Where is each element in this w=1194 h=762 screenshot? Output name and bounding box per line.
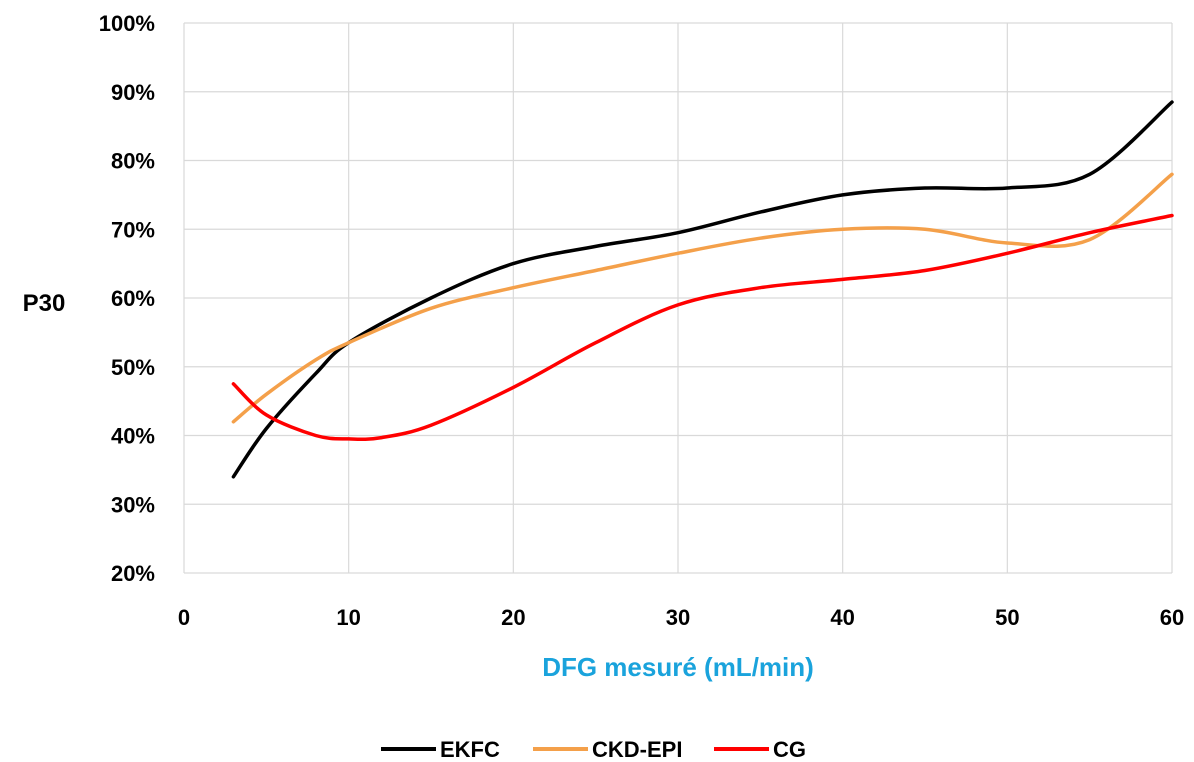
x-tick-label: 20 bbox=[501, 605, 525, 630]
legend-label: CG bbox=[773, 737, 806, 762]
series-line-cg bbox=[231, 213, 1174, 442]
legend-item-cg: CG bbox=[714, 737, 806, 762]
legend-label: CKD-EPI bbox=[592, 737, 682, 762]
series-lines bbox=[231, 100, 1174, 479]
legend-item-ckd-epi: CKD-EPI bbox=[533, 737, 682, 762]
y-axis-tick-labels: 20% 30% 40% 50% 60% 70% 80% 90% 100% bbox=[99, 11, 155, 586]
x-tick-label: 60 bbox=[1160, 605, 1184, 630]
y-tick-label: 40% bbox=[111, 424, 155, 449]
legend-label: EKFC bbox=[440, 737, 500, 762]
x-tick-label: 0 bbox=[178, 605, 190, 630]
y-tick-label: 100% bbox=[99, 11, 155, 36]
y-tick-label: 70% bbox=[111, 217, 155, 242]
x-axis-title: DFG mesuré (mL/min) bbox=[542, 652, 814, 682]
x-tick-label: 30 bbox=[666, 605, 690, 630]
grid bbox=[183, 22, 1173, 574]
series-line-ckd-epi bbox=[231, 172, 1174, 424]
series-line-ekfc bbox=[231, 100, 1174, 479]
y-tick-label: 20% bbox=[111, 561, 155, 586]
y-tick-label: 30% bbox=[111, 492, 155, 517]
y-tick-label: 60% bbox=[111, 286, 155, 311]
y-tick-label: 50% bbox=[111, 355, 155, 380]
x-tick-label: 50 bbox=[995, 605, 1019, 630]
x-axis-tick-labels: 0 10 20 30 40 50 60 bbox=[178, 605, 1184, 630]
legend-item-ekfc: EKFC bbox=[381, 737, 500, 762]
y-tick-label: 80% bbox=[111, 149, 155, 174]
y-tick-label: 90% bbox=[111, 80, 155, 105]
legend: EKFC CKD-EPI CG bbox=[381, 737, 806, 762]
x-tick-label: 10 bbox=[336, 605, 360, 630]
x-tick-label: 40 bbox=[830, 605, 854, 630]
y-axis-title: P30 bbox=[23, 290, 66, 317]
